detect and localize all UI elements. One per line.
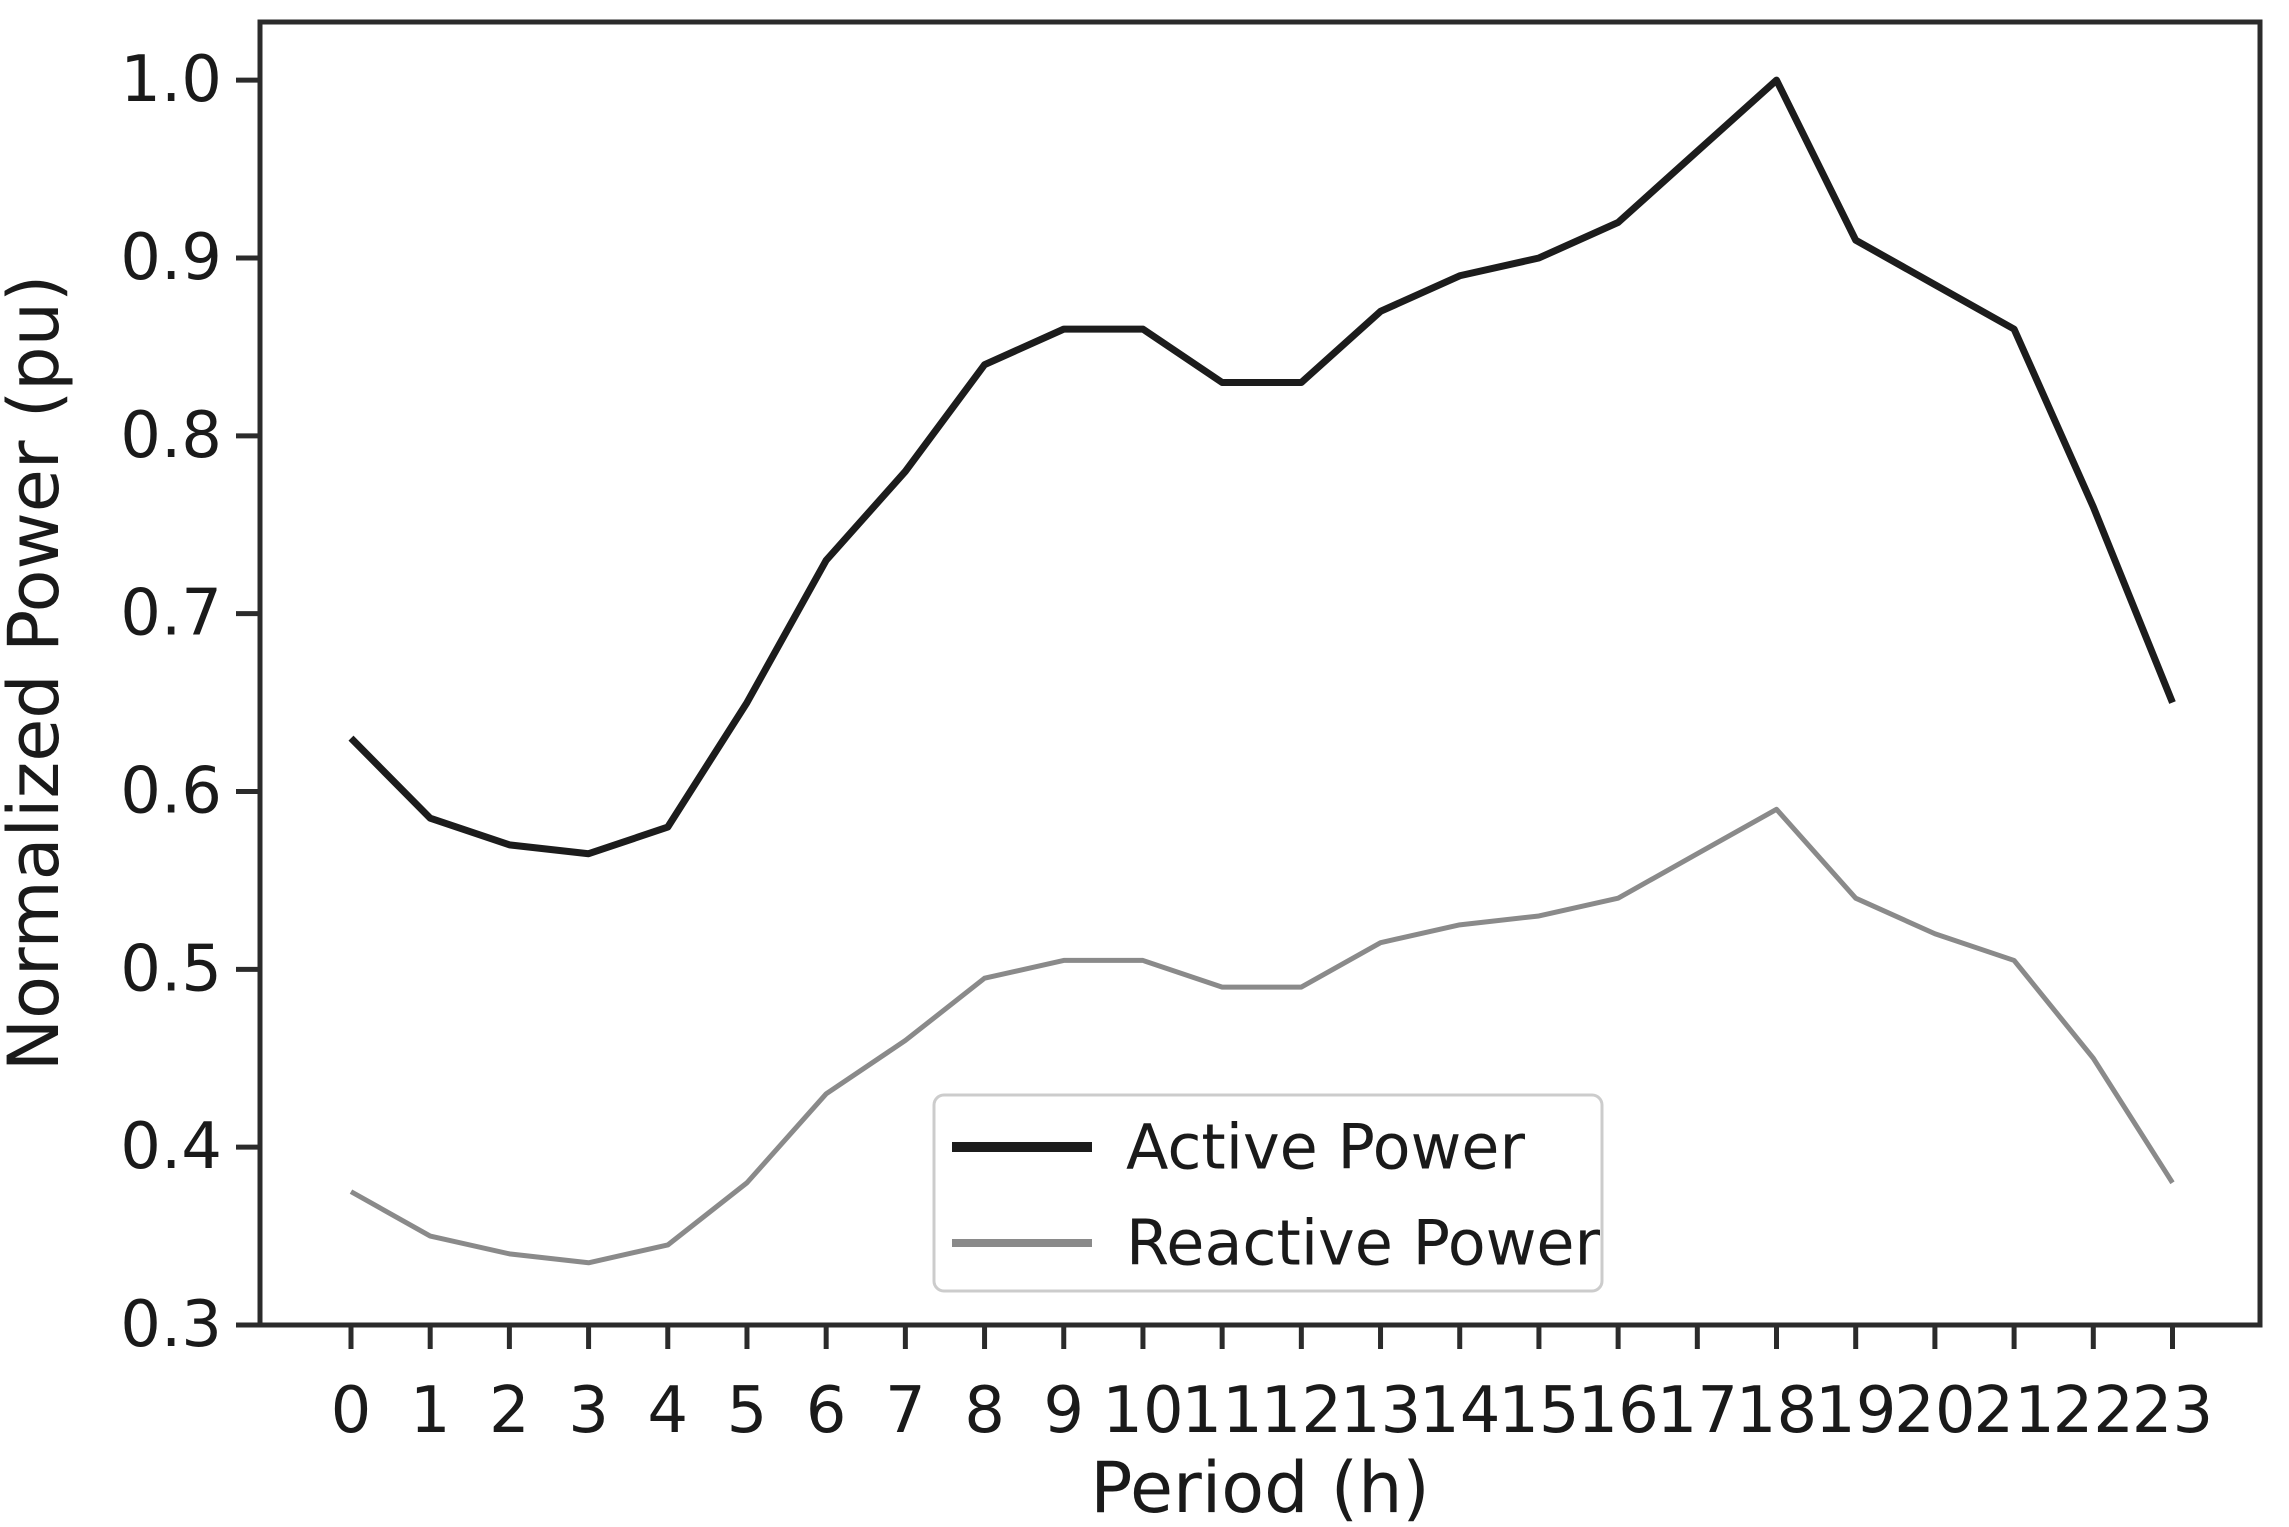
x-tick-label: 18 [1736, 1374, 1817, 1448]
y-tick-label: 0.3 [120, 1288, 222, 1362]
legend-label-active-power: Active Power [1126, 1111, 1525, 1184]
x-tick-label: 6 [806, 1374, 847, 1448]
y-tick-label: 0.4 [120, 1110, 222, 1184]
y-tick-label: 0.5 [120, 932, 222, 1006]
x-tick-label: 12 [1261, 1374, 1342, 1448]
x-tick-label: 3 [568, 1374, 609, 1448]
x-tick-label: 9 [1043, 1374, 1084, 1448]
x-tick-label: 0 [331, 1374, 372, 1448]
y-tick-label: 0.7 [120, 577, 222, 651]
y-tick-label: 1.0 [120, 43, 222, 117]
x-tick-label: 1 [410, 1374, 451, 1448]
x-tick-label: 11 [1181, 1374, 1262, 1448]
x-tick-label: 8 [964, 1374, 1005, 1448]
reactive-power-line [349, 806, 2175, 1266]
legend-box [932, 1093, 1604, 1293]
x-tick-label: 2 [489, 1374, 530, 1448]
x-tick-label: 20 [1894, 1374, 1975, 1448]
x-tick-label: 13 [1340, 1374, 1421, 1448]
y-tick-label: 0.8 [120, 399, 222, 473]
y-axis-label: Normalized Power (pu) [0, 275, 75, 1072]
x-tick-label: 15 [1498, 1374, 1579, 1448]
x-tick-label: 5 [727, 1374, 768, 1448]
x-tick-label: 23 [2132, 1374, 2213, 1448]
x-tick-label: 17 [1657, 1374, 1738, 1448]
active-power-line [348, 76, 2176, 858]
x-tick-label: 19 [1815, 1374, 1896, 1448]
x-tick-label: 7 [885, 1374, 926, 1448]
x-tick-label: 10 [1102, 1374, 1183, 1448]
y-tick-label: 0.9 [120, 221, 222, 295]
plot-frame [257, 19, 2263, 1328]
x-tick-label: 21 [1973, 1374, 2054, 1448]
x-tick-label: 16 [1577, 1374, 1658, 1448]
x-axis-label: Period (h) [1090, 1447, 1430, 1527]
x-tick-label: 14 [1419, 1374, 1500, 1448]
x-tick-label: 4 [647, 1374, 688, 1448]
x-tick-label: 22 [2053, 1374, 2134, 1448]
y-tick-label: 0.6 [120, 754, 222, 828]
legend-label-reactive-power: Reactive Power [1126, 1207, 1601, 1280]
